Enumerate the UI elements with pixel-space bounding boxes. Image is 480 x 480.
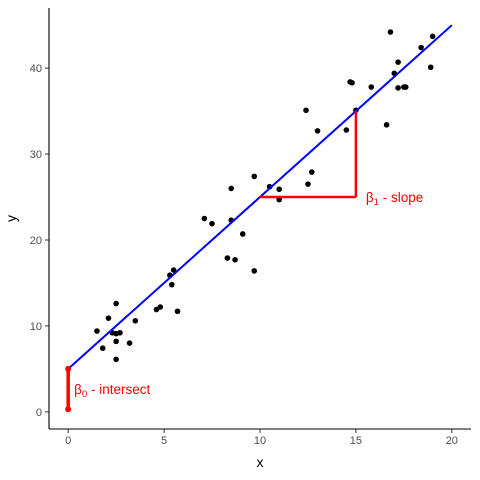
slope-text: - slope <box>379 190 423 205</box>
y-tick-label: 10 <box>30 321 42 333</box>
data-point <box>117 329 123 336</box>
data-point <box>383 122 390 128</box>
data-point <box>168 281 175 288</box>
data-point <box>314 128 321 134</box>
y-tick-label: 40 <box>30 63 42 75</box>
intercept-subscript: 0 <box>82 389 87 400</box>
slope-symbol: β <box>366 190 374 205</box>
y-axis-ticks: 0 10 20 30 40 <box>30 63 49 419</box>
x-tick-label: 20 <box>446 435 458 447</box>
x-tick-label: 5 <box>161 435 167 447</box>
data-point <box>429 33 436 40</box>
data-point <box>132 317 139 324</box>
intercept-dot-bottom <box>65 406 72 413</box>
x-tick-label: 10 <box>254 435 266 447</box>
data-point <box>126 340 133 346</box>
data-point <box>113 356 119 363</box>
data-point <box>251 173 258 180</box>
data-point <box>395 85 401 91</box>
intercept-dot-top <box>65 365 72 372</box>
x-axis-title: x <box>257 454 264 470</box>
x-tick-label: 15 <box>350 435 362 447</box>
data-point <box>343 127 350 133</box>
data-point <box>418 44 424 51</box>
data-point <box>303 107 309 114</box>
y-tick-label: 0 <box>36 407 42 419</box>
slope-subscript: 1 <box>374 197 379 208</box>
data-point <box>402 84 409 90</box>
data-point <box>239 231 246 237</box>
data-point <box>232 256 238 263</box>
data-point <box>224 255 231 261</box>
data-point <box>105 315 112 321</box>
data-point <box>395 59 401 65</box>
data-point <box>209 220 215 227</box>
data-point <box>308 169 315 175</box>
data-point <box>94 328 100 334</box>
data-point <box>201 215 208 222</box>
data-point <box>113 338 119 345</box>
data-point <box>174 308 181 315</box>
data-point <box>170 267 177 273</box>
data-point <box>157 304 164 310</box>
intercept-text: - intersect <box>87 382 150 397</box>
data-point <box>427 64 434 71</box>
data-point <box>228 185 235 192</box>
data-point <box>305 181 311 187</box>
intercept-annotation: β0 - intersect <box>74 382 150 400</box>
data-point <box>368 84 375 90</box>
data-point <box>276 186 282 193</box>
intercept-symbol: β <box>74 382 82 397</box>
x-axis-ticks: 0 5 10 15 20 <box>65 429 458 447</box>
data-point <box>113 300 119 307</box>
slope-annotation: β1 - slope <box>366 190 423 208</box>
y-tick-label: 30 <box>30 149 42 161</box>
data-point <box>387 29 394 35</box>
data-point <box>99 345 106 352</box>
y-axis-title: y <box>3 215 19 222</box>
data-point <box>349 79 355 86</box>
x-tick-label: 0 <box>65 435 71 447</box>
data-point <box>251 268 258 274</box>
y-tick-label: 20 <box>30 235 42 247</box>
